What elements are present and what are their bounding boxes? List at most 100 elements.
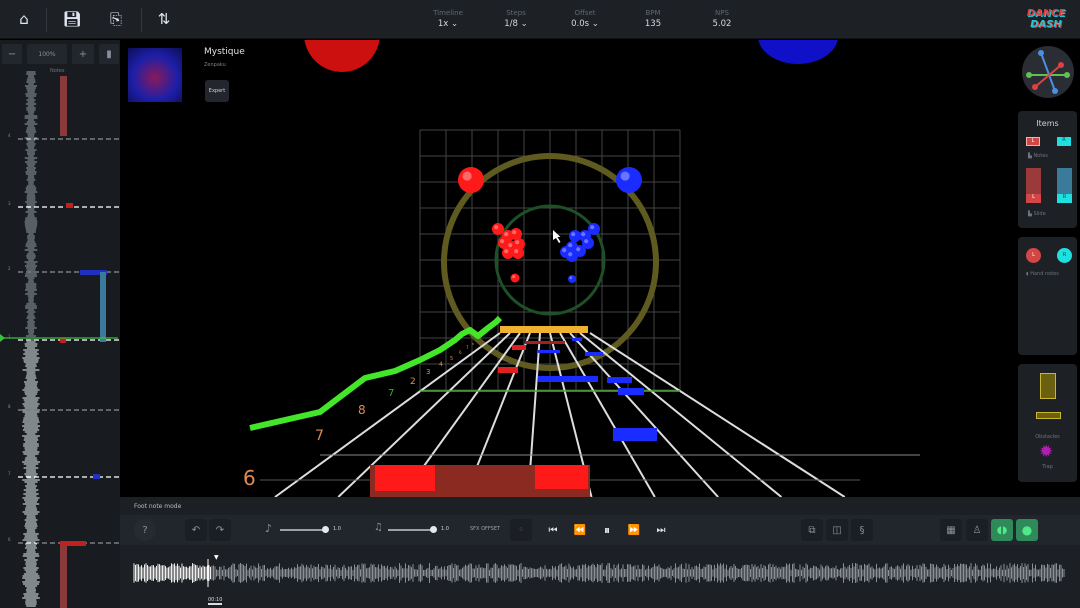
bpm-label: BPM [645,9,661,17]
axis-gizmo-icon[interactable] [1021,45,1075,99]
playback-toolbar: ? ↶ ↷ ♪ 1.0 ♫ 1.0 SFX OFFSET 0 ⏮ ⏪ ⏸ ⏩ ⏭… [120,515,1080,545]
music-note-icon: ♪ [265,522,273,535]
beat-label: 6 [8,537,11,542]
inner-ring [494,204,606,316]
notes-header: Notes [50,68,65,74]
ball-highlight [576,247,581,252]
chevron-down-icon: ⌄ [591,19,599,29]
zoom-level: 100% [27,44,67,64]
vertical-timeline-panel[interactable]: − 100% + ▮ Notes 4 3 2 1 8 7 6 [0,40,120,608]
bar-obstacle-item[interactable] [1036,412,1061,419]
undo-icon[interactable]: ↶ [185,519,207,541]
foot-note-left [375,465,435,491]
fast-forward-icon[interactable]: ⏩ [627,524,641,536]
wall-obstacle-item[interactable] [1040,373,1056,399]
left-hand-note-item[interactable]: L [1026,248,1041,263]
hand-notes-label: ◖ Hand notes [1026,271,1059,277]
ball-highlight [508,243,513,248]
chevron-down-icon: ⌄ [451,19,459,29]
music-volume-slider[interactable] [280,529,325,531]
foot-note-right [538,350,560,353]
timeline-dropdown[interactable]: Timeline 1x ⌄ [418,9,478,29]
sfx-offset-input[interactable]: 0 [510,519,532,541]
pause-icon[interactable]: ⏸ [603,522,610,537]
slide-note-left [60,541,86,546]
lane-line [589,332,846,497]
playhead-marker-icon[interactable]: ▼ [214,554,219,561]
sfx-volume-knob[interactable] [430,526,437,533]
album-cover [128,48,182,102]
ball-highlight [512,230,517,235]
nps-label: NPS [715,9,729,17]
grid-icon[interactable]: ▦ [940,519,962,541]
red-hand-sphere [304,40,380,72]
beat-number: 6 [243,466,256,490]
trap-item-icon[interactable]: ✹ [1039,442,1054,462]
hand-notes-panel: L R ◖ Hand notes [1018,237,1077,355]
left-hand-note [502,247,514,259]
zoom-out-button[interactable]: − [2,44,22,64]
right-hand-note [582,237,594,249]
ball-highlight [581,232,586,237]
rewind-icon[interactable]: ⏪ [573,524,587,536]
home-icon[interactable]: ⌂ [19,10,29,28]
items-panel: Items L R ▙ Notes L R ▙ Slide [1018,111,1077,228]
logo-line1: DANCE [1026,8,1066,19]
right-slide-item[interactable]: R [1057,168,1072,203]
notes-label: ▙ Notes [1028,153,1048,159]
ball-highlight [568,252,573,257]
logo-line2: DASH [1030,19,1062,30]
right-note-item[interactable]: R [1057,137,1071,146]
beat-number: 2 [410,377,416,387]
divider [46,8,47,32]
right-hand-note [568,275,576,283]
snap-icon[interactable]: § [851,519,873,541]
right-hand-note-item[interactable]: R [1057,248,1072,263]
audio-waveform[interactable] [120,545,1080,608]
zoom-in-button[interactable]: + [72,44,94,64]
left-slide-item[interactable]: L [1026,168,1041,203]
offset-dropdown[interactable]: Offset 0.0s ⌄ [555,9,615,29]
info-toggle[interactable]: ● [1016,519,1038,541]
help-icon[interactable]: ? [134,519,156,541]
figure-icon[interactable]: ♙ [966,519,988,541]
bookmark-icon[interactable]: ▮ [99,44,119,64]
settings-sliders-icon[interactable]: ⇅ [157,10,171,28]
ball-highlight [494,225,499,230]
lane-line [579,332,783,497]
beat-number: 8 [358,403,366,417]
ball-highlight [515,240,520,245]
difficulty-button[interactable]: Expert [205,80,229,102]
mode-label: Foot note mode [134,503,182,510]
mirror-icon[interactable]: ◫ [826,519,848,541]
lane-line [337,332,511,497]
obstacles-panel: Obstacles ✹ Trap [1018,364,1077,482]
left-note-item[interactable]: L [1026,137,1040,146]
right-slide-label: R [1057,194,1072,203]
timeline-canvas[interactable]: 4 3 2 1 8 7 6 [0,68,120,608]
right-hand-note [588,223,600,235]
copy-icon[interactable]: ⧉ [801,519,823,541]
redo-icon[interactable]: ↷ [209,519,231,541]
skip-end-icon[interactable]: ⏭ [656,524,666,536]
save-icon[interactable]: 💾︎ [62,10,82,28]
right-hand-target [616,167,642,193]
skip-start-icon[interactable]: ⏮ [548,524,558,536]
left-slide-label: L [1026,194,1041,203]
export-icon[interactable]: ⎘ [109,10,122,28]
left-hand-note [510,228,522,240]
foot-note-right [538,376,598,382]
steps-dropdown[interactable]: Steps 1/8 ⌄ [486,9,546,29]
slide-note-left [60,76,67,136]
music-volume-knob[interactable] [322,526,329,533]
beat-number: 5 [450,356,453,362]
ball-highlight [568,243,573,248]
waveform-toggle[interactable]: ◖◗ [991,519,1013,541]
left-hand-note [513,238,525,250]
beat-number: 8 [472,342,474,346]
music-volume-value: 1.0 [333,526,341,532]
sfx-volume-slider[interactable] [388,529,433,531]
beat-number: 3 [426,368,430,376]
